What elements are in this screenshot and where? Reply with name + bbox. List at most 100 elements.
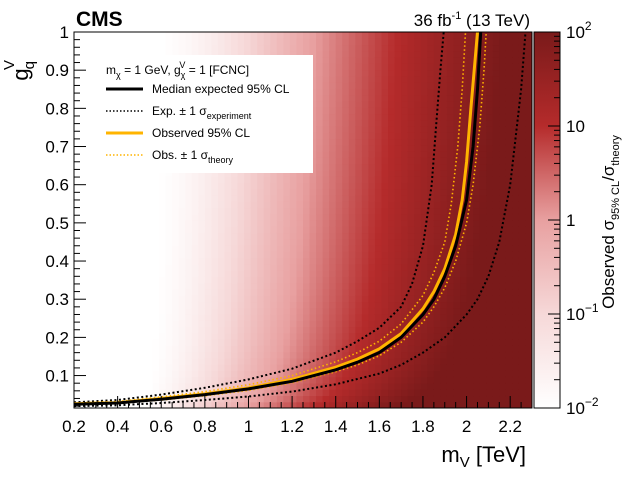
heatmap-cell bbox=[518, 126, 527, 133]
heatmap-cell bbox=[276, 270, 284, 277]
heatmap-cell bbox=[329, 201, 337, 209]
heatmap-cell bbox=[185, 307, 193, 315]
heatmap-cell bbox=[204, 282, 212, 290]
heatmap-cell bbox=[191, 401, 199, 408]
heatmap-cell bbox=[401, 288, 409, 296]
heatmap-cell bbox=[420, 169, 428, 177]
heatmap-cell bbox=[492, 270, 500, 277]
heatmap-cell bbox=[368, 382, 376, 390]
heatmap-cell bbox=[453, 94, 461, 102]
heatmap-cell bbox=[407, 126, 415, 133]
heatmap-cell bbox=[394, 57, 402, 64]
heatmap-cell bbox=[394, 82, 402, 89]
heatmap-cell bbox=[453, 376, 461, 384]
heatmap-cell bbox=[381, 119, 389, 127]
heatmap-cell bbox=[309, 50, 317, 58]
heatmap-cell bbox=[276, 232, 284, 240]
heatmap-cell bbox=[316, 157, 324, 165]
heatmap-cell bbox=[348, 332, 356, 340]
heatmap-cell bbox=[80, 376, 88, 384]
heatmap-cell bbox=[394, 357, 402, 365]
heatmap-cell bbox=[518, 357, 527, 365]
heatmap-cell bbox=[152, 276, 160, 284]
heatmap-cell bbox=[453, 157, 461, 165]
heatmap-cell bbox=[276, 38, 284, 46]
heatmap-cell bbox=[217, 357, 226, 365]
heatmap-cell bbox=[80, 364, 88, 371]
heatmap-cell bbox=[276, 257, 284, 265]
heatmap-cell bbox=[361, 151, 370, 158]
heatmap-cell bbox=[512, 144, 520, 152]
heatmap-cell bbox=[165, 169, 173, 177]
heatmap-cell bbox=[191, 345, 199, 353]
heatmap-cell bbox=[231, 332, 239, 340]
heatmap-cell bbox=[80, 332, 88, 340]
heatmap-cell bbox=[505, 232, 513, 240]
heatmap-cell bbox=[132, 245, 141, 252]
heatmap-cell bbox=[178, 188, 186, 196]
heatmap-cell bbox=[165, 245, 173, 252]
heatmap-cell bbox=[217, 169, 226, 177]
heatmap-cell bbox=[486, 151, 494, 158]
heatmap-cell bbox=[355, 75, 363, 83]
heatmap-cell bbox=[473, 144, 481, 152]
heatmap-cell bbox=[335, 151, 343, 158]
heatmap-cell bbox=[244, 282, 252, 290]
heatmap-cell bbox=[217, 320, 226, 328]
heatmap-cell bbox=[348, 389, 356, 397]
heatmap-cell bbox=[185, 326, 193, 334]
heatmap-cell bbox=[316, 144, 324, 152]
heatmap-cell bbox=[165, 226, 173, 234]
heatmap-cell bbox=[100, 207, 108, 215]
heatmap-cell bbox=[309, 75, 317, 83]
heatmap-cell bbox=[276, 182, 284, 190]
heatmap-cell bbox=[433, 307, 441, 315]
heatmap-cell bbox=[80, 182, 88, 190]
heatmap-cell bbox=[518, 295, 527, 303]
heatmap-cell bbox=[381, 251, 389, 259]
heatmap-cell bbox=[486, 301, 494, 309]
heatmap-cell bbox=[276, 169, 284, 177]
heatmap-cell bbox=[518, 44, 527, 52]
heatmap-cell bbox=[401, 132, 409, 140]
heatmap-cell bbox=[309, 113, 317, 121]
heatmap-cell bbox=[512, 188, 520, 196]
heatmap-cell bbox=[119, 345, 127, 353]
heatmap-cell bbox=[119, 339, 127, 346]
heatmap-cell bbox=[361, 182, 370, 190]
heatmap-cell bbox=[394, 326, 402, 334]
heatmap-cell bbox=[74, 138, 82, 146]
heatmap-cell bbox=[87, 364, 95, 371]
heatmap-cell bbox=[211, 182, 219, 190]
heatmap-cell bbox=[525, 88, 532, 96]
heatmap-cell bbox=[374, 107, 383, 115]
heatmap-cell bbox=[309, 151, 317, 158]
heatmap-cell bbox=[329, 188, 337, 196]
heatmap-cell bbox=[440, 357, 448, 365]
heatmap-cell bbox=[237, 370, 245, 378]
heatmap-cell bbox=[296, 314, 304, 321]
heatmap-cell bbox=[355, 157, 363, 165]
heatmap-cell bbox=[119, 332, 127, 340]
heatmap-cell bbox=[355, 213, 363, 221]
heatmap-cell bbox=[185, 232, 193, 240]
series-line bbox=[74, 32, 483, 406]
heatmap-cell bbox=[479, 201, 487, 209]
heatmap-cell bbox=[250, 288, 258, 296]
heatmap-cell bbox=[322, 282, 330, 290]
heatmap-cell bbox=[342, 226, 350, 234]
heatmap-cell bbox=[525, 151, 532, 158]
heatmap-cell bbox=[289, 370, 298, 378]
heatmap-cell bbox=[283, 357, 291, 365]
heatmap-cell bbox=[440, 63, 448, 71]
heatmap-cell bbox=[80, 357, 88, 365]
heatmap-cell bbox=[518, 188, 527, 196]
heatmap-cell bbox=[316, 238, 324, 246]
heatmap-cell bbox=[407, 332, 415, 340]
heatmap-cell bbox=[145, 357, 154, 365]
heatmap-cell bbox=[289, 207, 298, 215]
heatmap-cell bbox=[414, 301, 422, 309]
heatmap-cell bbox=[106, 376, 114, 384]
heatmap-cell bbox=[505, 351, 513, 359]
heatmap-cell bbox=[191, 251, 199, 259]
